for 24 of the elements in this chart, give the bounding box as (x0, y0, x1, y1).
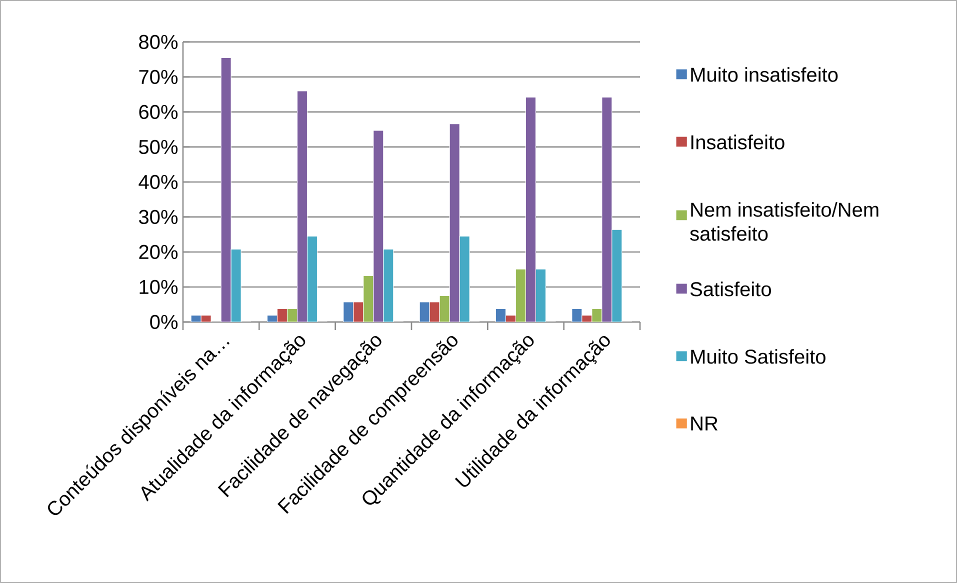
y-tick-label: 0% (150, 314, 178, 330)
y-tick-label: 10% (140, 280, 178, 294)
legend-label: Muito Satisfeito (691, 349, 826, 364)
legend-label: Insatisfeito (691, 134, 784, 150)
bar (515, 268, 526, 322)
bar (449, 124, 460, 322)
legend-label: NR (691, 416, 718, 430)
bar (439, 295, 450, 322)
bar (373, 130, 384, 322)
y-tick-label: 60% (139, 104, 178, 120)
y-tick-label: 40% (138, 174, 178, 190)
y-tick-label: 70% (139, 70, 178, 84)
y-tick-label: 80% (139, 34, 178, 50)
legend-label: Muito insatisfeito (691, 67, 838, 82)
bar (363, 276, 374, 322)
bar (602, 97, 612, 322)
bar (220, 57, 232, 322)
y-tick-label: 50% (139, 140, 178, 154)
legend-label: Satisfeito (690, 282, 771, 296)
y-tick-label: 20% (139, 244, 178, 260)
bar (296, 90, 308, 322)
y-tick-label: 30% (138, 210, 178, 224)
bar (525, 97, 536, 322)
legend-label: Nem insatisfeito/Nem satisfeito (690, 202, 878, 241)
